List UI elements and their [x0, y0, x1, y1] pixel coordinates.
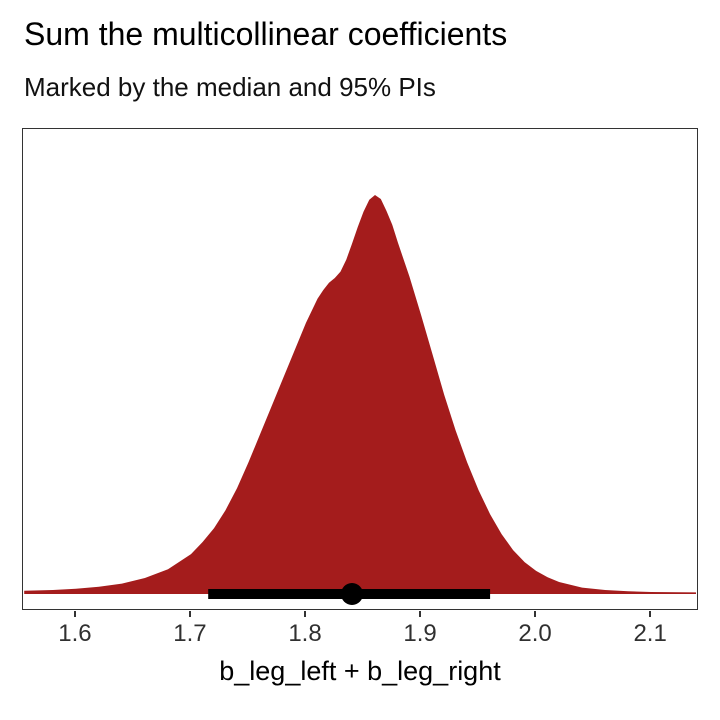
chart-subtitle: Marked by the median and 95% PIs	[24, 72, 436, 102]
x-tick-mark	[188, 611, 191, 617]
plot-panel	[22, 128, 698, 610]
x-tick-label: 1.9	[403, 620, 437, 647]
x-axis-title: b_leg_left + b_leg_right	[219, 656, 501, 686]
density-area	[24, 195, 696, 594]
x-axis: 1.6 1.7 1.8 1.9 2.0 2.1	[22, 611, 698, 651]
chart-title: Sum the multicollinear coefficients	[24, 16, 508, 52]
x-tick-label: 1.6	[58, 620, 92, 647]
x-tick-label: 1.8	[288, 620, 322, 647]
x-tick-label: 2.1	[633, 620, 667, 647]
x-tick-label: 2.0	[518, 620, 552, 647]
x-tick-mark	[534, 611, 537, 617]
density-svg	[24, 195, 696, 605]
x-tick-mark	[73, 611, 76, 617]
x-tick-mark	[649, 611, 652, 617]
x-tick-label: 1.7	[173, 620, 207, 647]
median-point	[341, 583, 363, 605]
x-tick-mark	[304, 611, 306, 617]
x-tick-mark	[419, 611, 422, 617]
